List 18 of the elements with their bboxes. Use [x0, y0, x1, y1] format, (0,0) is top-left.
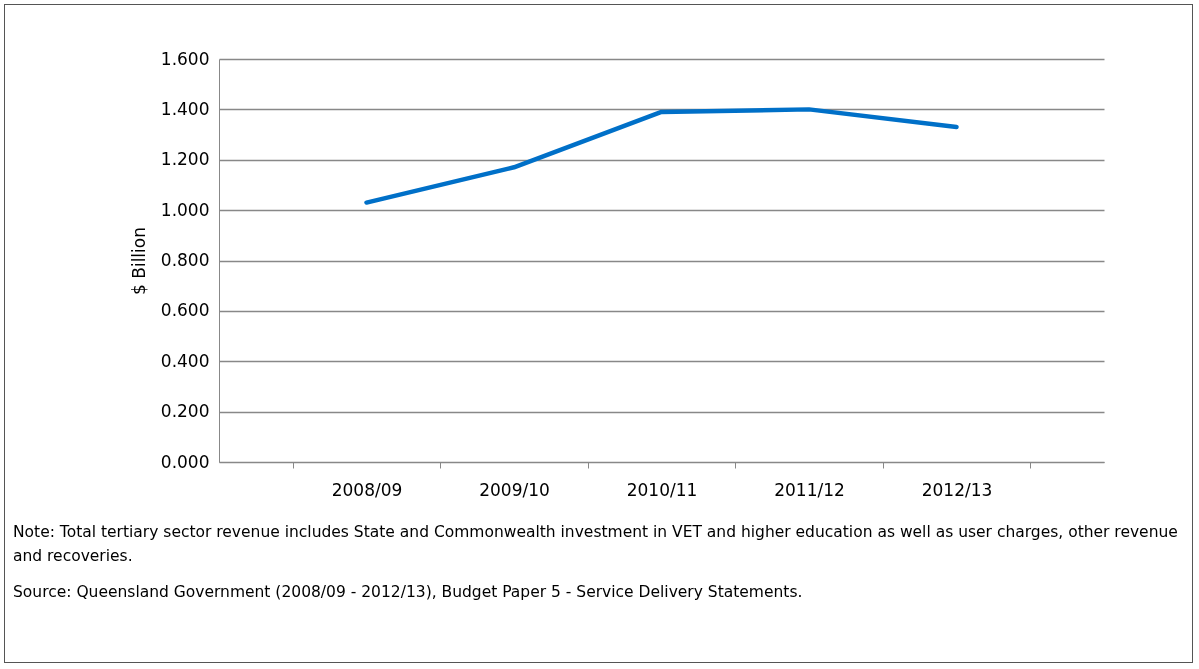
text: Note: Total tertiary sector revenue includes State and Commonwealth investment in VET and higher education as well as user charges, other revenue and recoveries. [13, 522, 1179, 567]
x-tick-label: 2010/11 [626, 479, 698, 500]
y-tick-label: 0.000 [160, 451, 210, 472]
y-axis-title: $ Billion [128, 227, 149, 295]
y-tick-label: 1.600 [160, 48, 210, 69]
x-tick-label: 2008/09 [331, 479, 403, 500]
y-tick-label: 1.000 [160, 199, 210, 220]
y-tick-label: 1.400 [160, 98, 210, 119]
y-tick-label: 0.200 [160, 401, 210, 422]
source-note: Source: Queensland Government (2008/09 - 2012/13), Budget Paper 5 - Service Delivery Statements. [13, 582, 804, 603]
line-series [364, 107, 959, 205]
x-tick-label: 2012/13 [921, 479, 993, 500]
x-tick-label: 2011/12 [774, 479, 845, 500]
y-tick-label: 1.200 [160, 149, 210, 170]
y-tick-label: 0.400 [160, 350, 210, 371]
x-tick-label: 2009/10 [479, 479, 550, 500]
y-tick-label: 0.600 [160, 300, 210, 321]
y-tick-label: 0.800 [160, 250, 210, 270]
